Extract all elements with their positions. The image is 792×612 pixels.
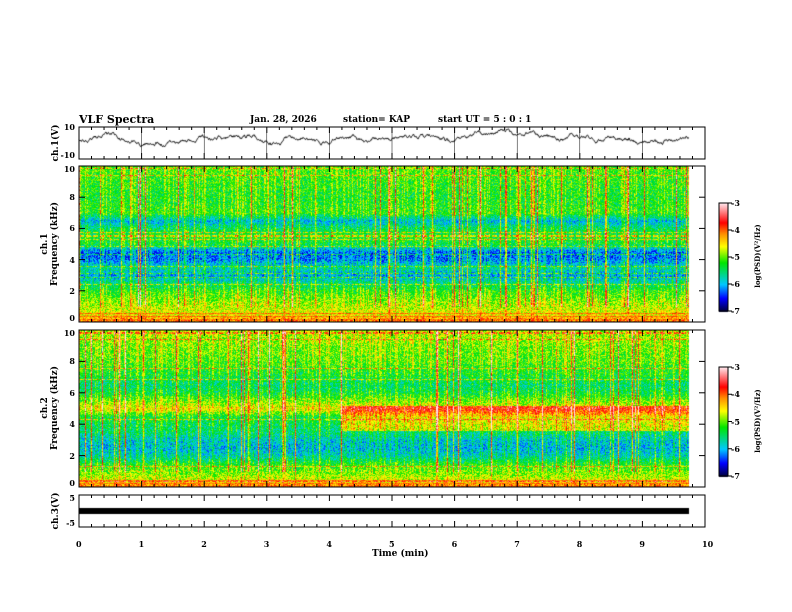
colorbar-tick-label: -4 (731, 225, 740, 235)
x-tick-label: 9 (639, 539, 645, 549)
spec2-ylabel-freq: Frequency (kHz) (50, 366, 60, 451)
y-tick-label: 4 (69, 254, 75, 265)
colorbar1-label: log(PSD)(V²/Hz) (753, 224, 762, 288)
x-tick-label: 3 (263, 539, 270, 549)
chart-title: VLF Spectra (79, 113, 155, 126)
colorbar-tick-label: -3 (731, 198, 740, 208)
y-tick-label: 8 (69, 192, 75, 203)
colorbar-tick-label: -5 (731, 252, 740, 262)
y-tick-label: 10 (63, 328, 75, 338)
colorbar2-label: log(PSD)(V²/Hz) (753, 389, 762, 453)
x-tick-label: 10 (702, 539, 714, 549)
y-tick-label: 6 (69, 387, 75, 398)
ch1-ylabel: ch.1(V) (51, 124, 61, 162)
x-axis-label: Time (min) (372, 549, 429, 559)
colorbar-tick-label: -5 (731, 416, 740, 427)
x-tick-label: 0 (76, 539, 82, 549)
x-tick-label: 2 (201, 539, 207, 549)
colorbar-tick-label: -3 (731, 362, 740, 372)
colorbar-tick-label: -7 (731, 471, 740, 481)
y-tick-label: 6 (69, 223, 75, 234)
spec1-ylabel-freq: Frequency (kHz) (50, 202, 60, 287)
x-tick-label: 8 (576, 539, 583, 549)
y-tick-label: 10 (63, 164, 75, 174)
x-tick-label: 4 (326, 539, 332, 549)
y-tick-label: 0 (69, 478, 75, 488)
colorbar-tick-label: -6 (731, 443, 740, 454)
y-tick-label: -10 (60, 150, 75, 160)
y-tick-label: 10 (63, 122, 75, 132)
y-tick-label: 8 (69, 356, 75, 367)
y-tick-label: 2 (69, 285, 75, 296)
y-tick-label: 0 (69, 313, 75, 323)
y-tick-label: -5 (66, 518, 75, 528)
colorbar-tick-label: -7 (731, 306, 740, 316)
ch3-ylabel: ch.3(V) (51, 492, 61, 530)
spec2-ylabel-channel: ch.2 (40, 397, 50, 419)
y-tick-label: 4 (69, 419, 75, 430)
s1-frame (78, 165, 706, 323)
station-label: station= KAP (343, 115, 411, 125)
x-tick-label: 5 (389, 539, 395, 549)
x-tick-label: 1 (138, 539, 145, 549)
colorbar-tick-label: -4 (731, 389, 740, 400)
start-time-label: start UT = 5 : 0 : 1 (438, 115, 532, 125)
x-tick-label: 6 (451, 539, 458, 549)
colorbar-1 (718, 202, 729, 312)
colorbar-tick-label: -6 (731, 279, 740, 289)
date-label: Jan. 28, 2026 (250, 115, 317, 125)
spec1-ylabel-channel: ch.1 (40, 233, 50, 255)
x-tick-label: 7 (514, 539, 520, 549)
y-tick-label: 2 (69, 450, 75, 461)
s2-frame (78, 329, 706, 488)
spec1-ylabel: ch.1 Frequency (kHz) (40, 184, 60, 304)
y-tick-label: 5 (69, 493, 75, 503)
spec2-ylabel: ch.2 Frequency (kHz) (40, 348, 60, 468)
colorbar-2 (718, 366, 729, 477)
